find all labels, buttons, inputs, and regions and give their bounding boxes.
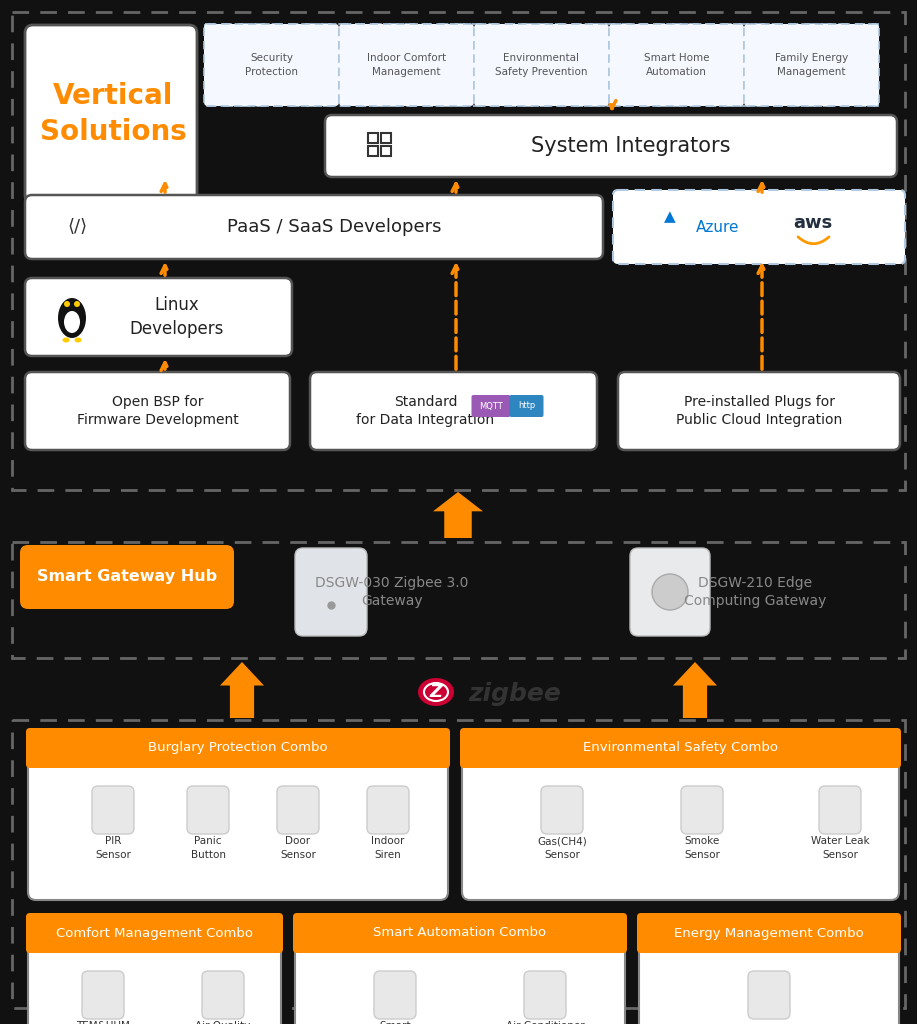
Text: ▲: ▲ (664, 210, 676, 224)
Text: PaaS / SaaS Developers: PaaS / SaaS Developers (226, 218, 441, 236)
Text: Security
Protection: Security Protection (245, 53, 298, 77)
Bar (381, 133, 391, 143)
FancyBboxPatch shape (462, 730, 899, 900)
Text: DSGW-030 Zigbee 3.0
Gateway: DSGW-030 Zigbee 3.0 Gateway (315, 575, 469, 608)
FancyBboxPatch shape (92, 786, 134, 834)
FancyBboxPatch shape (374, 971, 416, 1019)
FancyBboxPatch shape (293, 913, 627, 953)
Bar (12, 720, 905, 1008)
FancyBboxPatch shape (367, 786, 409, 834)
Text: Environmental
Safety Prevention: Environmental Safety Prevention (495, 53, 588, 77)
Text: Standard
for Data Integration: Standard for Data Integration (357, 395, 494, 427)
Text: Air Conditioner
Thermostat: Air Conditioner Thermostat (505, 1021, 584, 1024)
Text: Comfort Management Combo: Comfort Management Combo (56, 927, 253, 939)
Text: Z: Z (429, 683, 443, 701)
Text: Smoke
Sensor: Smoke Sensor (684, 837, 720, 859)
Bar (381, 146, 391, 156)
FancyBboxPatch shape (310, 372, 597, 450)
Text: Family Energy
Management: Family Energy Management (775, 53, 848, 77)
FancyBboxPatch shape (204, 24, 339, 106)
FancyBboxPatch shape (618, 372, 900, 450)
FancyBboxPatch shape (474, 24, 609, 106)
FancyBboxPatch shape (613, 190, 905, 264)
FancyBboxPatch shape (187, 786, 229, 834)
Text: DSGW-210 Edge
Computing Gateway: DSGW-210 Edge Computing Gateway (684, 575, 826, 608)
Text: Burglary Protection Combo: Burglary Protection Combo (149, 741, 327, 755)
FancyBboxPatch shape (295, 915, 625, 1024)
FancyBboxPatch shape (28, 915, 281, 1024)
FancyBboxPatch shape (524, 971, 566, 1019)
FancyBboxPatch shape (277, 786, 319, 834)
Ellipse shape (64, 311, 80, 333)
FancyBboxPatch shape (510, 395, 544, 417)
Ellipse shape (58, 298, 86, 338)
FancyBboxPatch shape (25, 25, 197, 203)
Ellipse shape (74, 338, 82, 342)
Text: Linux
Developers: Linux Developers (129, 296, 224, 338)
Text: Indoor Comfort
Management: Indoor Comfort Management (367, 53, 446, 77)
Text: Water Leak
Sensor: Water Leak Sensor (811, 837, 869, 859)
FancyBboxPatch shape (25, 278, 292, 356)
Bar (12, 542, 905, 658)
Text: TEM&HUM
Monitor: TEM&HUM Monitor (76, 1021, 130, 1024)
Text: http: http (518, 401, 536, 411)
FancyBboxPatch shape (637, 913, 901, 953)
FancyBboxPatch shape (295, 548, 367, 636)
FancyBboxPatch shape (609, 24, 744, 106)
FancyBboxPatch shape (26, 913, 283, 953)
Bar (368, 146, 378, 156)
FancyBboxPatch shape (639, 915, 899, 1024)
FancyBboxPatch shape (82, 971, 124, 1019)
FancyBboxPatch shape (325, 115, 897, 177)
Text: Environmental Safety Combo: Environmental Safety Combo (583, 741, 778, 755)
Text: Smart Gateway Hub: Smart Gateway Hub (37, 569, 217, 585)
FancyBboxPatch shape (28, 730, 448, 900)
Ellipse shape (62, 338, 70, 342)
Circle shape (64, 301, 70, 307)
FancyBboxPatch shape (630, 548, 710, 636)
Text: zigbee: zigbee (468, 682, 561, 706)
Text: Gas(CH4)
Sensor: Gas(CH4) Sensor (537, 837, 587, 859)
Bar (368, 133, 378, 143)
FancyBboxPatch shape (460, 728, 901, 768)
FancyArrow shape (220, 662, 264, 718)
Text: Panic
Button: Panic Button (191, 837, 226, 859)
Text: Indoor
Siren: Indoor Siren (371, 837, 404, 859)
Text: Air Quality
Monitoring: Air Quality Monitoring (195, 1021, 251, 1024)
FancyBboxPatch shape (744, 24, 879, 106)
FancyBboxPatch shape (202, 971, 244, 1019)
Text: Vertical
Solutions: Vertical Solutions (39, 82, 186, 146)
Text: Open BSP for
Firmware Development: Open BSP for Firmware Development (77, 395, 238, 427)
Bar (12, 12, 905, 490)
Text: Smart
Curtain Motor: Smart Curtain Motor (359, 1021, 431, 1024)
Text: PIR
Sensor: PIR Sensor (95, 837, 131, 859)
Circle shape (74, 301, 80, 307)
Text: Azure: Azure (696, 219, 740, 234)
FancyBboxPatch shape (681, 786, 723, 834)
FancyBboxPatch shape (819, 786, 861, 834)
Text: MQTT: MQTT (480, 401, 503, 411)
FancyBboxPatch shape (20, 545, 234, 609)
Bar (205, 24, 878, 106)
FancyArrow shape (433, 492, 483, 538)
FancyBboxPatch shape (25, 195, 603, 259)
Ellipse shape (418, 678, 454, 706)
FancyBboxPatch shape (541, 786, 583, 834)
FancyBboxPatch shape (25, 372, 290, 450)
Text: aws: aws (793, 214, 833, 232)
FancyBboxPatch shape (748, 971, 790, 1019)
Text: System Integrators: System Integrators (531, 136, 731, 156)
Circle shape (652, 574, 688, 610)
FancyArrow shape (673, 662, 717, 718)
FancyBboxPatch shape (26, 728, 450, 768)
FancyBboxPatch shape (339, 24, 474, 106)
Text: Pre-installed Plugs for
Public Cloud Integration: Pre-installed Plugs for Public Cloud Int… (676, 395, 842, 427)
Text: Door
Sensor: Door Sensor (280, 837, 316, 859)
Text: Energy Management Combo: Energy Management Combo (674, 927, 864, 939)
Text: Smart Automation Combo: Smart Automation Combo (373, 927, 547, 939)
Text: Smart Home
Automation: Smart Home Automation (644, 53, 709, 77)
FancyBboxPatch shape (471, 395, 511, 417)
Text: ⟨/⟩: ⟨/⟩ (67, 218, 87, 236)
